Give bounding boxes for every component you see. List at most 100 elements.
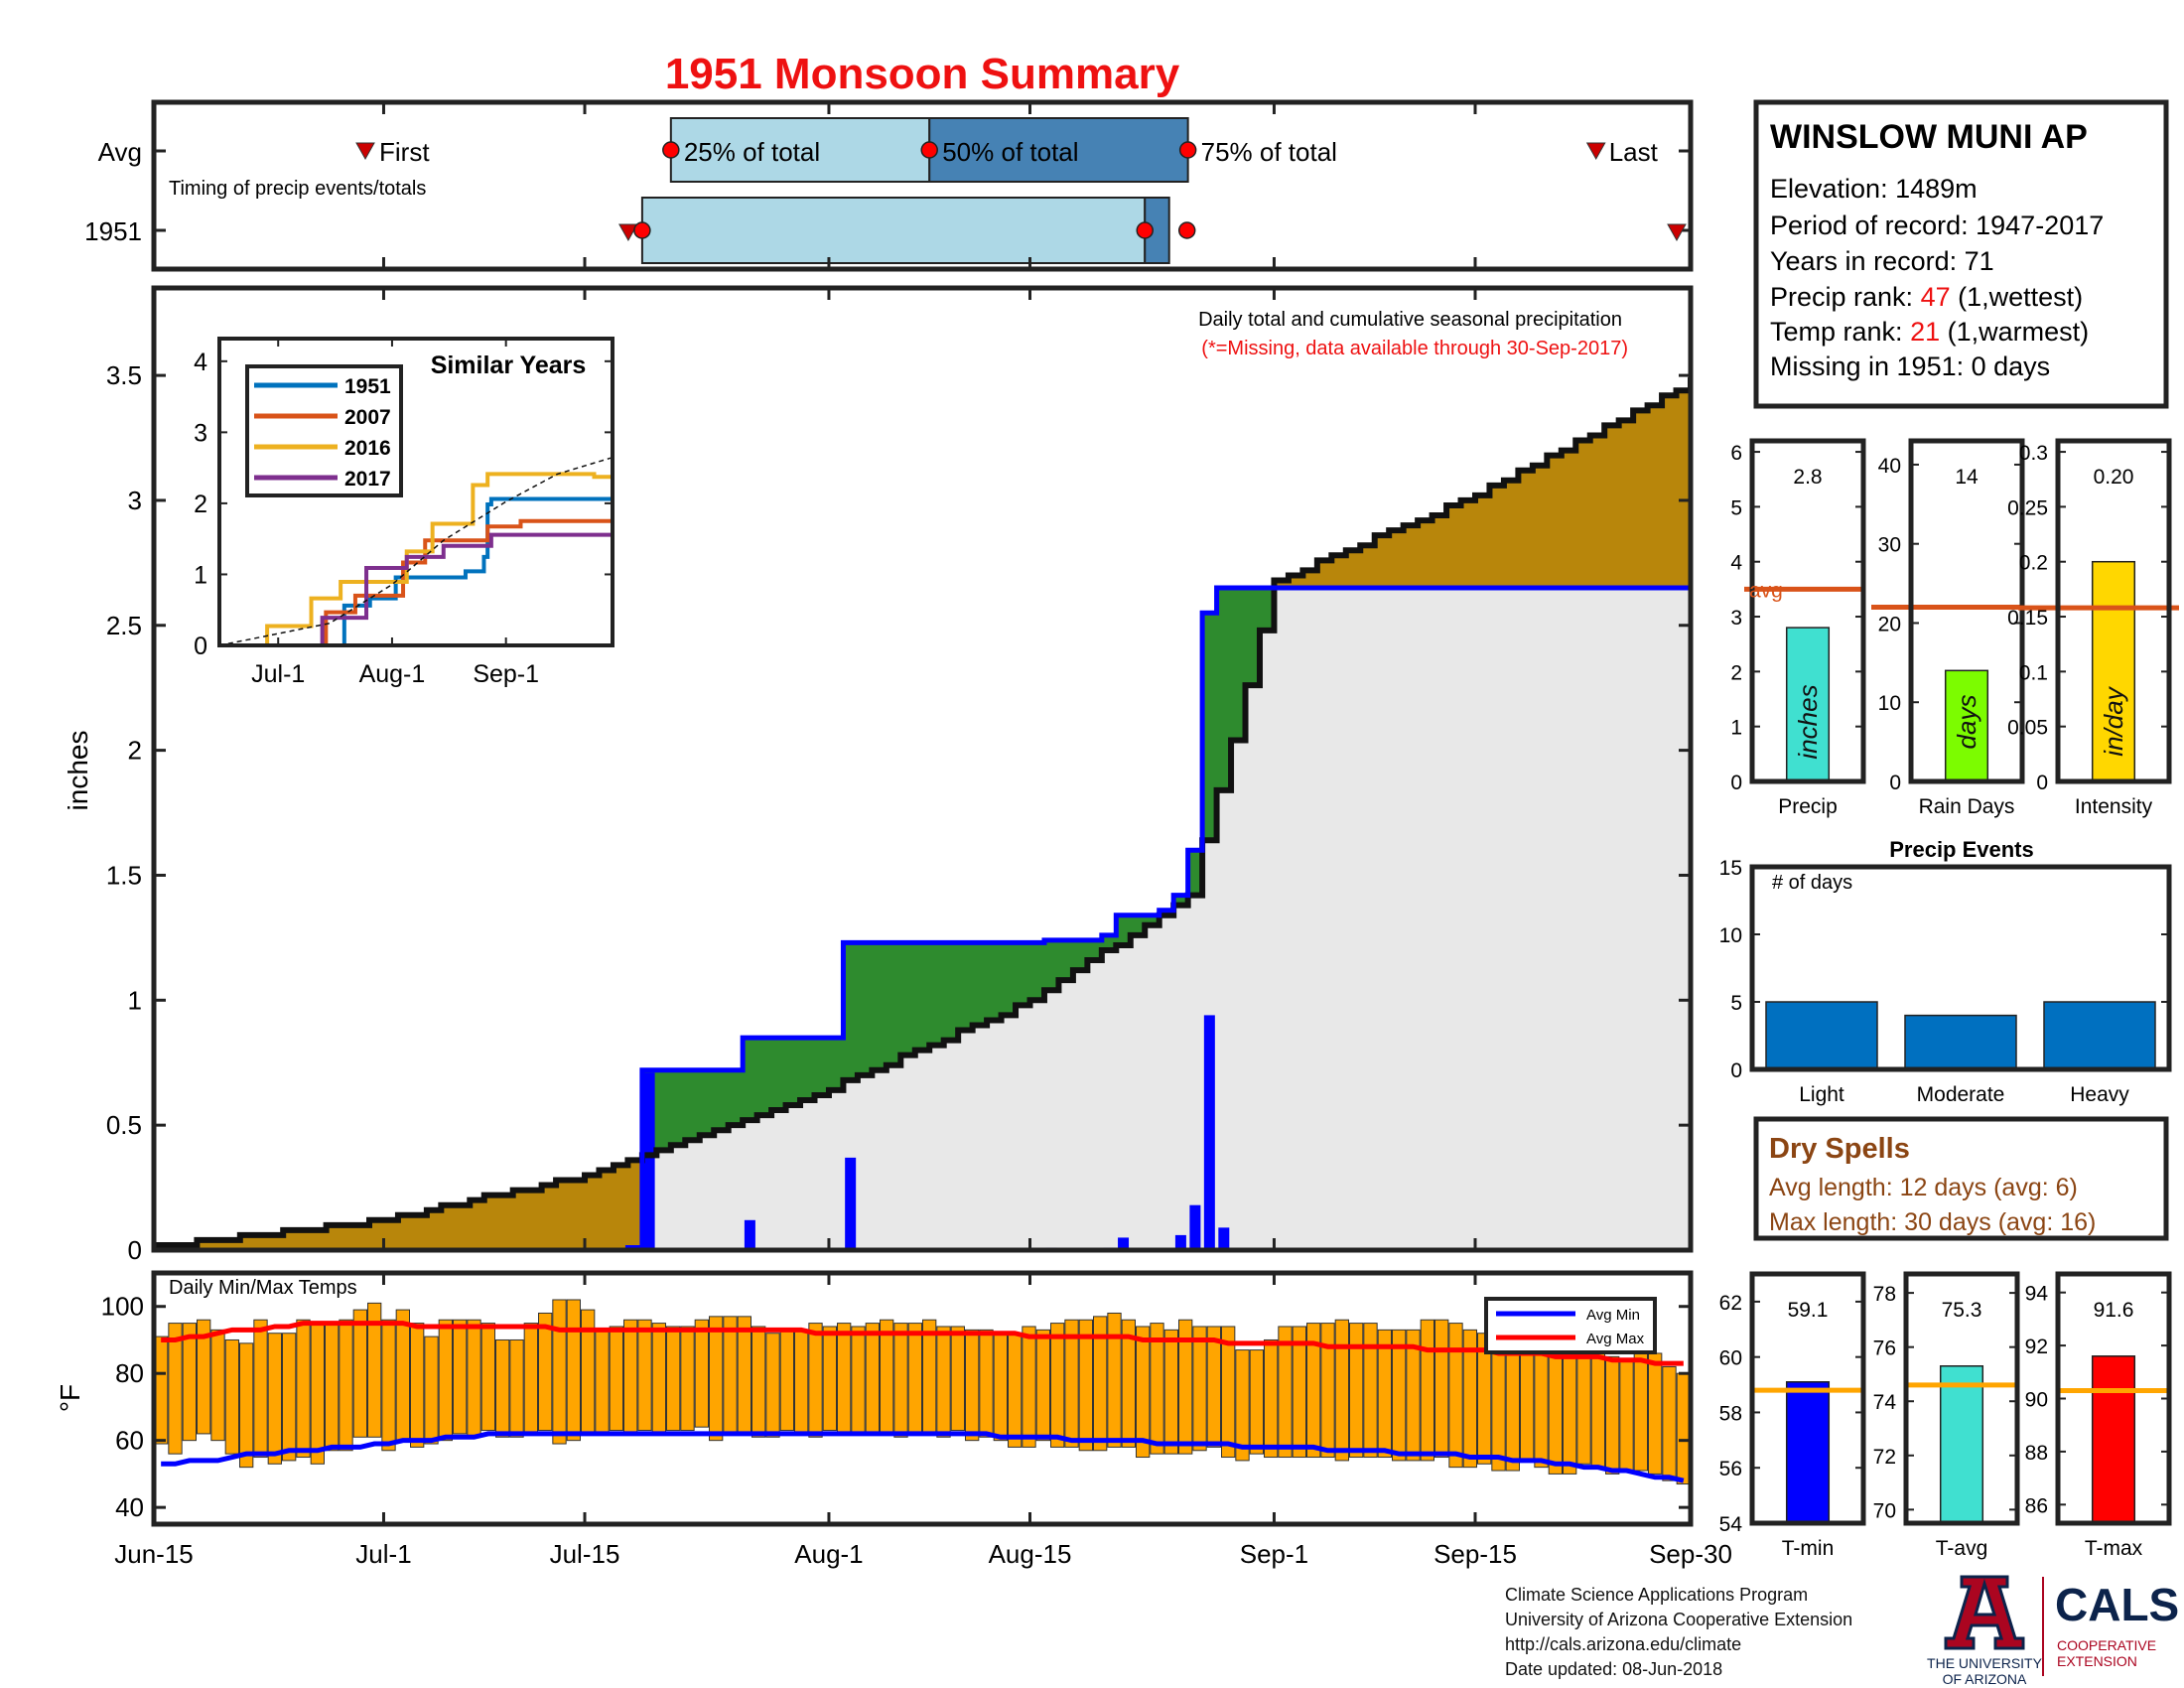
intensity-unit: in/day	[2099, 685, 2128, 756]
tmax-value-label: 91.6	[2094, 1299, 2134, 1322]
temp-range-bar	[467, 1319, 481, 1438]
cals-sub-1: COOPERATIVE	[2057, 1637, 2156, 1653]
intensity-ytick-label: 0	[2036, 772, 2048, 794]
temp-range-bar	[1292, 1326, 1306, 1459]
intensity-ytick-label: 0.05	[2007, 717, 2048, 740]
temp-range-bar	[282, 1333, 297, 1462]
events-bar-light	[1765, 1001, 1878, 1070]
temp-range-bar	[709, 1316, 724, 1442]
temp-range-bar	[965, 1329, 980, 1442]
raindays-ytick-label: 10	[1878, 692, 1901, 715]
station-years: Years in record: 71	[1770, 246, 1994, 276]
inset-legend: 1951 2007 2016 2017	[245, 364, 403, 497]
main-ylabel: inches	[63, 731, 93, 811]
temp-range-bar	[1434, 1319, 1449, 1459]
ua-logo-line-2: OF ARIZONA	[1943, 1671, 2027, 1687]
daily-precip-bar	[1174, 1234, 1186, 1250]
temp-range-bar	[210, 1329, 225, 1442]
raindays-ytick-label: 40	[1878, 455, 1901, 478]
main-chart-frame	[151, 285, 1694, 1253]
tmax-ytick-label: 88	[2025, 1442, 2048, 1465]
raindays-ytick-label: 30	[1878, 534, 1901, 557]
cals-wordmark: CALS	[2055, 1579, 2179, 1630]
temps-panel: 40 60 80 100 Daily Min/Max Temps °F Avg Min…	[55, 1270, 1694, 1527]
tmin-value-label: 59.1	[1788, 1299, 1829, 1322]
temps-ytick-label: 40	[115, 1492, 144, 1522]
temp-range-bar	[1150, 1323, 1164, 1455]
intensity-ytick-label: 0.2	[2019, 552, 2048, 575]
main-ytick-label: 3.5	[106, 360, 142, 390]
temp-range-bar	[1505, 1342, 1520, 1472]
year-cumulative-area	[154, 550, 1691, 1250]
temp-range-bar	[1590, 1349, 1605, 1469]
legend-avg-min-label: Avg Min	[1586, 1307, 1640, 1324]
daily-precip-bar	[1189, 1204, 1201, 1250]
temp-range-bar	[680, 1326, 695, 1432]
temps-frame	[151, 1270, 1694, 1527]
tavg-xlabel: T-avg	[1936, 1537, 1988, 1560]
temp-range-bar	[1619, 1359, 1634, 1472]
date-tick-label: Sep-1	[1240, 1539, 1308, 1569]
temp-range-bar	[395, 1309, 410, 1442]
tavg-frame	[1903, 1271, 2020, 1526]
temp-range-bar	[1363, 1323, 1378, 1459]
inset-ytick-label: 1	[194, 561, 207, 589]
inset-title: Similar Years	[431, 352, 587, 379]
year-first-marker	[618, 223, 638, 242]
temp-range-bar	[182, 1323, 198, 1442]
main-note-2: (*=Missing, data available through 30-Se…	[1201, 338, 1628, 359]
temp-range-bar	[1178, 1319, 1193, 1455]
temp-range-bar	[310, 1323, 325, 1465]
temp-range-bar	[352, 1309, 367, 1438]
intensity-ytick-label: 0.3	[2019, 442, 2048, 465]
temp-range-bar	[168, 1323, 183, 1455]
raindays-ytick-label: 0	[1889, 772, 1901, 794]
main-ytick-label: 0	[128, 1235, 142, 1265]
dry-spells-frame	[1753, 1116, 2169, 1241]
temp-range-bar	[1278, 1326, 1293, 1459]
avg-p50-marker	[920, 141, 938, 159]
daily-precip-bar	[744, 1219, 755, 1250]
station-info: WINSLOW MUNI AP Elevation: 1489m Period …	[1753, 99, 2169, 409]
temp-range-bar	[1235, 1349, 1250, 1462]
dry-spells-title: Dry Spells	[1769, 1133, 1910, 1165]
events-bar-heavy	[2043, 1001, 2156, 1070]
similar-years-inset: 0 1 2 3 4 Jul-1 Aug-1 Sep-1 Similar Years 1951 2…	[194, 337, 614, 688]
footer-credits: Climate Science Applications Program Uni…	[1505, 1583, 1852, 1682]
year-p50-marker	[1136, 221, 1154, 239]
temp-range-bar	[1349, 1323, 1364, 1459]
events-ytick-label: 5	[1730, 992, 1742, 1015]
temp-range-bar	[936, 1326, 951, 1438]
station-elevation: Elevation: 1489m	[1770, 174, 1978, 204]
timing-panel: Avg 1951 Timing of precip events/totals …	[84, 99, 1694, 272]
precip-xlabel: Precip	[1778, 795, 1838, 818]
tmax-ytick-label: 94	[2025, 1283, 2049, 1306]
temps-ylabel: °F	[55, 1384, 85, 1412]
inset-legend-label-2007: 2007	[344, 406, 391, 429]
precip-ytick-label: 1	[1730, 717, 1742, 740]
tmin-xlabel: T-min	[1782, 1537, 1835, 1560]
cals-sub-2: EXTENSION	[2057, 1653, 2137, 1669]
date-tick-label: Sep-30	[1649, 1539, 1732, 1569]
footer-line-1: Climate Science Applications Program	[1505, 1585, 1809, 1605]
temp-range-bar	[523, 1323, 539, 1435]
temp-range-bar	[1093, 1316, 1108, 1452]
footer-line-4: Date updated: 08-Jun-2018	[1505, 1659, 1723, 1679]
main-ytick-label: 3	[128, 486, 142, 515]
footer-line-3[interactable]: http://cals.arizona.edu/climate	[1505, 1634, 1742, 1654]
temps-ytick-label: 80	[115, 1358, 144, 1388]
tmin-ytick-label: 58	[1719, 1402, 1742, 1425]
daily-precip-bar	[1693, 1215, 1704, 1250]
timing-subtitle: Timing of precip events/totals	[169, 178, 426, 200]
temp-range-bar	[197, 1319, 211, 1435]
temp-range-bar	[1206, 1326, 1221, 1448]
dry-spells-max: Max length: 30 days (avg: 16)	[1769, 1208, 2096, 1236]
temp-range-bar	[509, 1338, 524, 1438]
precip-unit: inches	[1793, 684, 1823, 759]
raindays-xlabel: Rain Days	[1919, 795, 2015, 818]
date-tick-label: Aug-1	[794, 1539, 863, 1569]
inset-series-2016	[219, 444, 613, 645]
temps-label: Daily Min/Max Temps	[169, 1277, 357, 1299]
tavg-value-label: 75.3	[1942, 1299, 1982, 1322]
avg-p25-label: 25% of total	[684, 137, 820, 167]
